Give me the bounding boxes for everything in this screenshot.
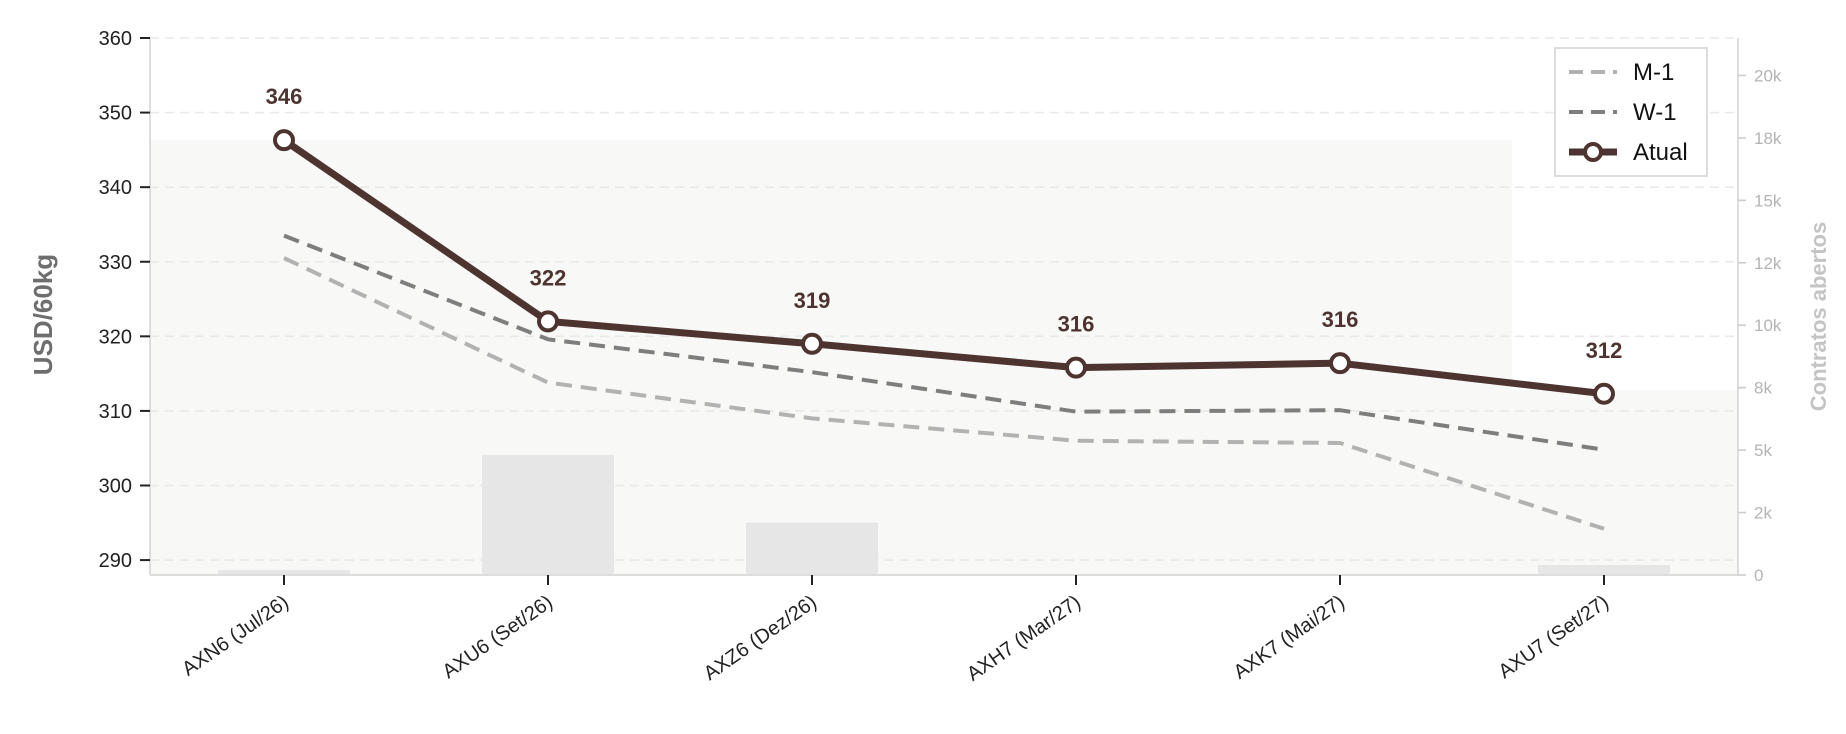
open-interest-bar — [746, 522, 878, 575]
y2-tick-label: 18k — [1754, 129, 1782, 148]
open-interest-bar — [1538, 565, 1670, 575]
data-label: 316 — [1322, 307, 1359, 332]
legend-label: M-1 — [1633, 59, 1674, 86]
y-tick-label: 320 — [99, 326, 132, 348]
y-tick-label: 290 — [99, 550, 132, 572]
x-tick-label: AXK7 (Mai/27) — [1230, 591, 1349, 684]
series-point-atual — [1065, 356, 1087, 379]
legend-label: Atual — [1633, 139, 1688, 166]
series-line-atual — [280, 136, 1608, 398]
y-tick-label: 330 — [99, 252, 132, 274]
data-labels: 346 322 319 316 316 312 — [266, 84, 1623, 363]
legend-label: W-1 — [1633, 99, 1677, 126]
y2-tick-label: 0 — [1754, 566, 1763, 585]
series-point-atual — [801, 332, 823, 355]
data-label: 316 — [1058, 312, 1095, 337]
x-tick-label: AXU7 (Set/27) — [1495, 591, 1613, 683]
y-tick-label: 310 — [99, 401, 132, 423]
series-point-atual — [273, 129, 295, 152]
legend: M-1 W-1 Atual — [1554, 47, 1708, 177]
series-point-atual — [537, 310, 559, 333]
x-tick-label: AXU6 (Set/26) — [439, 591, 557, 683]
y2-tick-label: 12k — [1754, 254, 1782, 273]
y-tick-label: 300 — [99, 476, 132, 498]
y-tick-label: 350 — [99, 103, 132, 125]
y2-tick-label: 20k — [1754, 66, 1782, 85]
y2-tick-label: 15k — [1754, 191, 1782, 210]
data-label: 346 — [266, 84, 303, 109]
series-lines — [273, 129, 1615, 531]
series-point-atual — [1329, 352, 1351, 375]
y2-tick-label: 5k — [1754, 441, 1772, 460]
y2-tick-label: 8k — [1754, 379, 1772, 398]
y2-tick-label: 10k — [1754, 316, 1782, 335]
series-line-m-1 — [283, 256, 1605, 531]
data-label: 319 — [794, 288, 831, 313]
y2-axis-label: Contratos abertos — [1806, 222, 1831, 411]
y2-tick-label: 2k — [1754, 504, 1772, 523]
legend-marker-atual — [1583, 142, 1603, 162]
y-tick-label: 340 — [99, 177, 132, 199]
y-tick-label: 360 — [99, 28, 132, 50]
open-interest-bar — [218, 570, 350, 575]
data-label: 322 — [530, 265, 567, 290]
series-point-atual — [1593, 382, 1615, 405]
x-tick-label: AXN6 (Jul/26) — [178, 591, 293, 680]
y-axis-label: USD/60kg — [28, 254, 58, 375]
series-line-w-1 — [283, 233, 1605, 452]
x-tick-label: AXZ6 (Dez/26) — [700, 591, 821, 685]
open-interest-bar — [482, 455, 614, 575]
data-label: 312 — [1586, 338, 1623, 363]
x-tick-label: AXH7 (Mar/27) — [963, 591, 1085, 686]
open-interest-bars — [218, 455, 1670, 575]
